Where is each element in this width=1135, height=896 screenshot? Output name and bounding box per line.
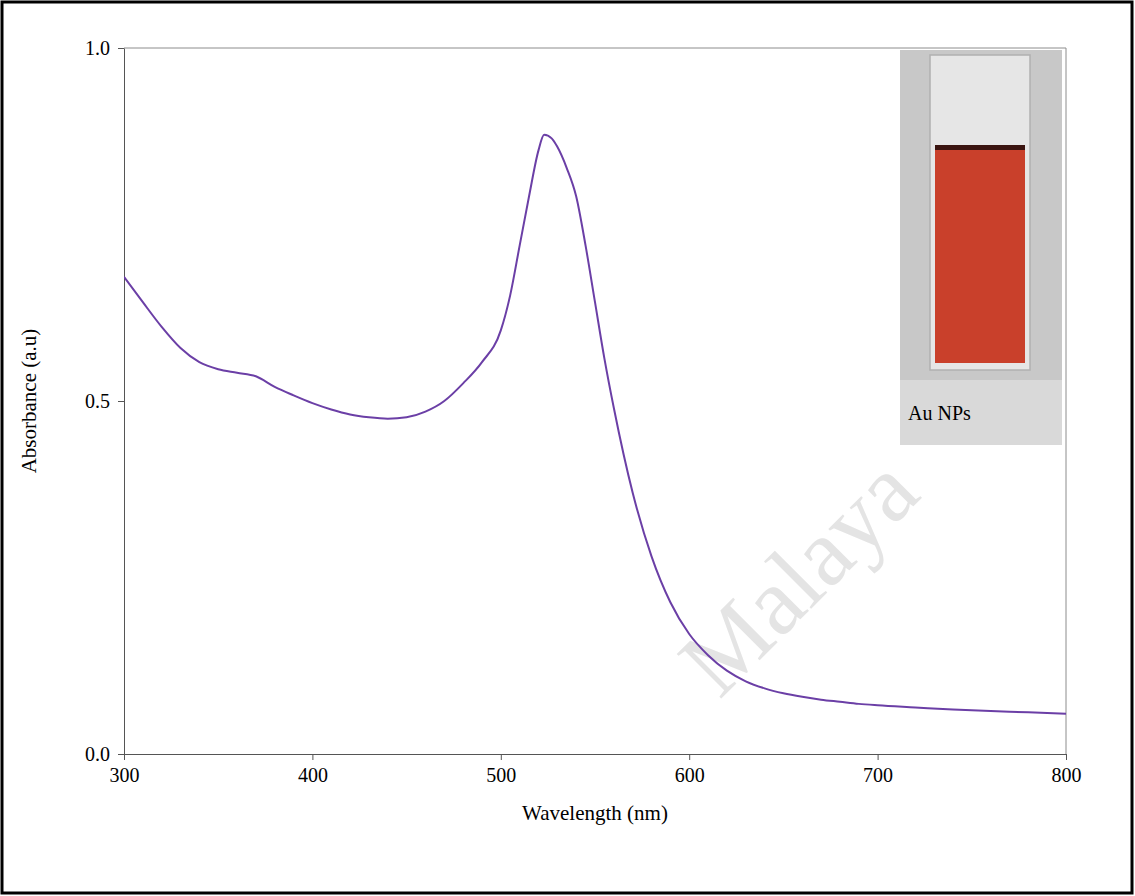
inset-label: Au NPs [908,402,971,424]
x-tick: 400 [298,754,328,786]
chart: Malaya 300 400 500 600 700 800 0.0 0.5 1.0 Wavelen… [0,0,1135,896]
y-tick-label: 1.0 [85,37,110,59]
x-tick: 700 [863,754,893,786]
frame-right [1066,48,1067,754]
y-tick: 1.0 [85,37,124,59]
x-tick-mark [501,754,502,760]
x-axis-title: Wavelength (nm) [522,801,668,825]
meniscus [935,145,1025,150]
inset-photo: Au NPs [900,50,1062,445]
x-tick-mark [878,754,879,760]
y-tick: 0.5 [85,390,124,412]
y-tick-mark [118,401,124,402]
x-tick: 600 [675,754,705,786]
x-tick-label: 500 [486,764,516,786]
y-tick-mark [118,754,124,755]
y-tick-label: 0.5 [85,390,110,412]
y-tick-label: 0.0 [85,743,110,765]
x-tick-label: 800 [1052,764,1082,786]
frame-top [124,48,1066,49]
x-tick: 800 [1052,754,1082,786]
x-tick: 500 [486,754,516,786]
y-tick-mark [118,48,124,49]
x-tick-label: 600 [675,764,705,786]
y-axis-title: Absorbance (a.u) [17,329,41,474]
x-tick-mark [1066,754,1067,760]
cuvette [930,55,1030,370]
figure-frame [2,2,1132,893]
x-tick-mark [689,754,690,760]
inset-background [900,50,1062,445]
x-axis: 300 400 500 600 700 800 [110,754,1082,786]
liquid [935,147,1025,363]
x-tick-label: 300 [110,764,140,786]
x-tick: 300 [110,754,140,786]
x-tick-label: 400 [298,764,328,786]
inset-backdrop [900,50,1062,380]
watermark: Malaya [658,436,937,715]
y-axis: 0.0 0.5 1.0 [85,37,125,765]
x-tick-label: 700 [863,764,893,786]
axis-line [124,49,125,755]
x-tick-mark [312,754,313,760]
y-tick: 0.0 [85,743,124,765]
x-tick-mark [124,754,125,760]
plot: Malaya 300 400 500 600 700 800 0.0 0.5 1.0 Wavelen… [17,37,1082,825]
axis-line [125,754,1067,755]
